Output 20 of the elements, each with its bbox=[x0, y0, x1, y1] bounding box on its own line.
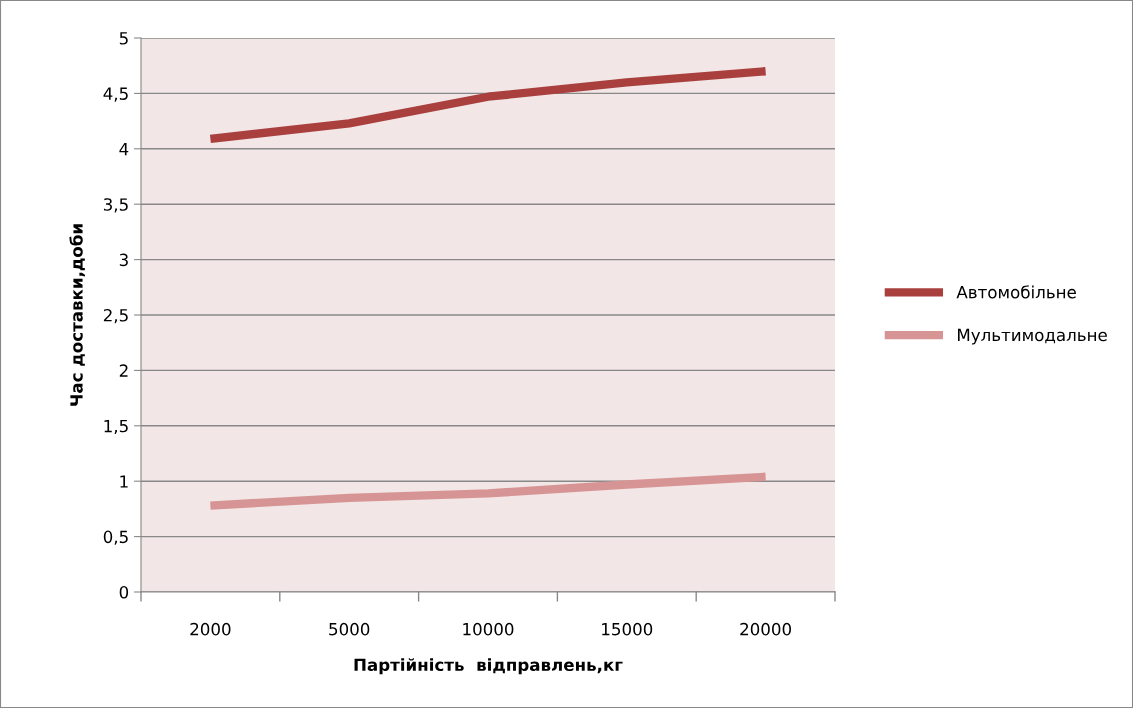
y-tick-label: 5 bbox=[119, 32, 128, 45]
y-tick-label: 3 bbox=[119, 253, 128, 267]
x-axis-title: Партійність відправлень,кг bbox=[354, 658, 623, 675]
x-tick-label: 10000 bbox=[463, 622, 514, 636]
x-tick-label: 2000 bbox=[190, 622, 231, 636]
legend-label: Автомобільне bbox=[956, 285, 1076, 299]
y-axis-title: Час доставки,доби bbox=[69, 224, 85, 406]
y-tick-label: 2,5 bbox=[103, 308, 128, 324]
y-tick-label: 1,5 bbox=[104, 419, 128, 435]
y-tick-label: 4,5 bbox=[103, 87, 128, 102]
x-tick-label: 5000 bbox=[329, 622, 370, 636]
legend-label: Мультимодальне bbox=[958, 328, 1107, 345]
x-tick-label: 20000 bbox=[740, 622, 791, 636]
y-tick-label: 3,5 bbox=[103, 198, 128, 213]
y-tick-label: 4 bbox=[119, 142, 129, 156]
y-tick-label: 0 bbox=[119, 585, 129, 599]
y-tick-label: 2 bbox=[119, 364, 128, 377]
x-tick-label: 15000 bbox=[602, 622, 653, 636]
y-tick-label: 1 bbox=[120, 475, 128, 488]
y-tick-label: 0,5 bbox=[103, 530, 128, 545]
